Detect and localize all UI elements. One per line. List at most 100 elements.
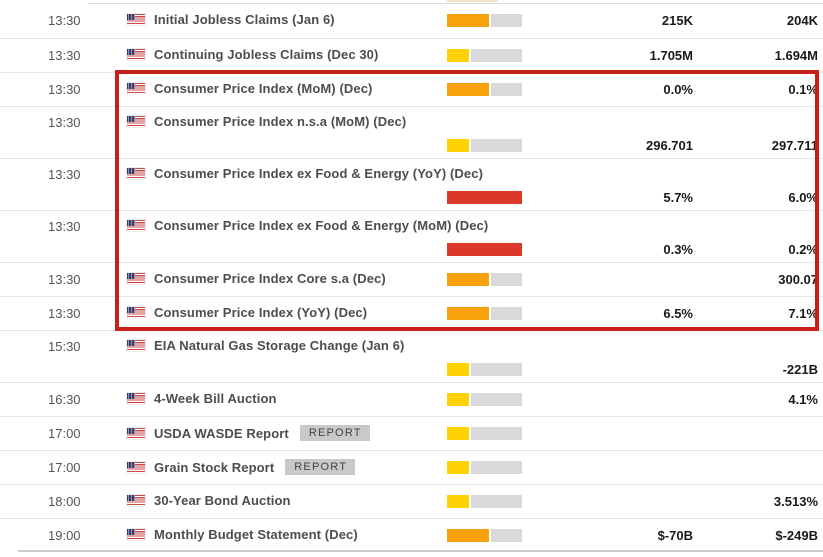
table-row[interactable]: 13:30 Consumer Price Index (MoM) (Dec) 0… [0,72,823,106]
importance-bar-track [471,49,522,62]
table-row[interactable]: 13:30 Consumer Price Index n.s.a (MoM) (… [0,106,823,158]
event-time: 13:30 [48,48,81,63]
flag-canton [127,393,135,399]
previous-value: 4.1% [788,392,818,407]
importance-bar-fill [447,273,489,286]
us-flag-icon [127,307,145,318]
event-name[interactable]: Consumer Price Index ex Food & Energy (Y… [154,166,484,181]
event-name[interactable]: Consumer Price Index n.s.a (MoM) (Dec) [154,114,407,129]
us-flag-icon [127,461,145,473]
table-row[interactable]: 16:30 4-Week Bill Auction 4.1% [0,382,823,416]
importance-bar-track [491,529,522,542]
event-name[interactable]: Grain Stock Report [154,459,275,475]
table-row[interactable]: 18:00 30-Year Bond Auction 3.513% [0,484,823,518]
importance-bar-fill [447,461,469,474]
importance-bar [447,83,522,96]
event-time: 13:30 [48,219,81,234]
importance-bar-track [471,393,522,406]
table-row[interactable]: 13:30 Consumer Price Index Core s.a (Dec… [0,262,823,296]
table-row[interactable]: 13:30 Consumer Price Index (YoY) (Dec) 6… [0,296,823,330]
importance-bar [447,461,522,474]
previous-value: 204K [786,13,818,28]
cutoff-bar-fragment [447,0,498,2]
flag-canton [127,273,135,279]
flag-canton [127,340,135,346]
event-cell: Consumer Price Index ex Food & Energy (M… [127,218,488,233]
importance-bar-track [491,273,522,286]
importance-bar-fill [447,139,469,152]
forecast-value: 6.5% [663,306,693,321]
table-row[interactable]: 13:30 Continuing Jobless Claims (Dec 30)… [0,38,823,72]
event-time: 13:30 [48,82,81,97]
importance-bar [447,14,522,27]
event-cell: Consumer Price Index (MoM) (Dec) [127,81,372,96]
event-name[interactable]: 4-Week Bill Auction [154,391,277,406]
previous-value: 0.2% [788,242,818,257]
importance-bar [447,427,522,440]
importance-bar-track [491,83,522,96]
flag-canton [127,116,135,122]
forecast-value: 5.7% [663,190,693,205]
table-row[interactable]: 13:30 Consumer Price Index ex Food & Ene… [0,210,823,262]
table-row[interactable]: 13:30 Initial Jobless Claims (Jan 6) 215… [0,4,823,38]
event-name[interactable]: Monthly Budget Statement (Dec) [154,527,358,542]
previous-value: 297.711 [771,138,818,153]
table-row[interactable]: 17:00 Grain Stock Report REPORT [0,450,823,484]
us-flag-icon [127,340,145,351]
event-cell: Initial Jobless Claims (Jan 6) [127,12,335,27]
forecast-value: 0.3% [663,242,693,257]
event-time: 16:30 [48,392,81,407]
us-flag-icon [127,83,145,94]
importance-bar [447,529,522,542]
table-row[interactable]: 17:00 USDA WASDE Report REPORT [0,416,823,450]
table-row[interactable]: 19:00 Monthly Budget Statement (Dec) $-7… [0,518,823,552]
table-top-border [88,3,823,4]
previous-value: 6.0% [788,190,818,205]
forecast-value: 0.0% [663,82,693,97]
us-flag-icon [127,495,145,506]
table-bottom-border [18,550,823,552]
importance-bar-fill [447,427,469,440]
flag-canton [127,168,135,174]
event-cell: 4-Week Bill Auction [127,391,277,406]
previous-value: 300.07 [778,272,818,287]
importance-bar [447,243,522,256]
importance-bar-track [471,363,522,376]
event-name[interactable]: EIA Natural Gas Storage Change (Jan 6) [154,338,405,353]
report-badge[interactable]: REPORT [285,459,356,475]
us-flag-icon [127,168,145,179]
us-flag-icon [127,49,145,60]
previous-value: -221B [782,362,818,377]
event-time: 13:30 [48,167,81,182]
calendar-rows: 13:30 Initial Jobless Claims (Jan 6) 215… [0,4,823,552]
event-time: 18:00 [48,494,81,509]
event-name[interactable]: Initial Jobless Claims (Jan 6) [154,12,335,27]
us-flag-icon [127,220,145,231]
flag-canton [127,49,135,55]
event-cell: USDA WASDE Report REPORT [127,425,370,441]
event-name[interactable]: Consumer Price Index (YoY) (Dec) [154,305,368,320]
event-cell: Monthly Budget Statement (Dec) [127,527,358,542]
importance-bar-fill [447,243,522,256]
report-badge[interactable]: REPORT [299,425,370,441]
event-time: 19:00 [48,528,81,543]
event-name[interactable]: Consumer Price Index ex Food & Energy (M… [154,218,489,233]
importance-bar [447,191,522,204]
event-name[interactable]: Consumer Price Index (MoM) (Dec) [154,81,373,96]
forecast-value: 1.705M [649,48,693,63]
table-row[interactable]: 13:30 Consumer Price Index ex Food & Ene… [0,158,823,210]
importance-bar-track [471,461,522,474]
previous-value: 7.1% [788,306,818,321]
event-name[interactable]: Continuing Jobless Claims (Dec 30) [154,47,379,62]
importance-bar-track [471,139,522,152]
table-row[interactable]: 15:30 EIA Natural Gas Storage Change (Ja… [0,330,823,382]
event-name[interactable]: 30-Year Bond Auction [154,493,291,508]
importance-bar-fill [447,393,469,406]
importance-bar [447,273,522,286]
event-name[interactable]: USDA WASDE Report [154,425,289,441]
flag-canton [127,83,135,89]
event-time: 17:00 [48,426,81,441]
us-flag-icon [127,273,145,284]
event-name[interactable]: Consumer Price Index Core s.a (Dec) [154,271,386,286]
